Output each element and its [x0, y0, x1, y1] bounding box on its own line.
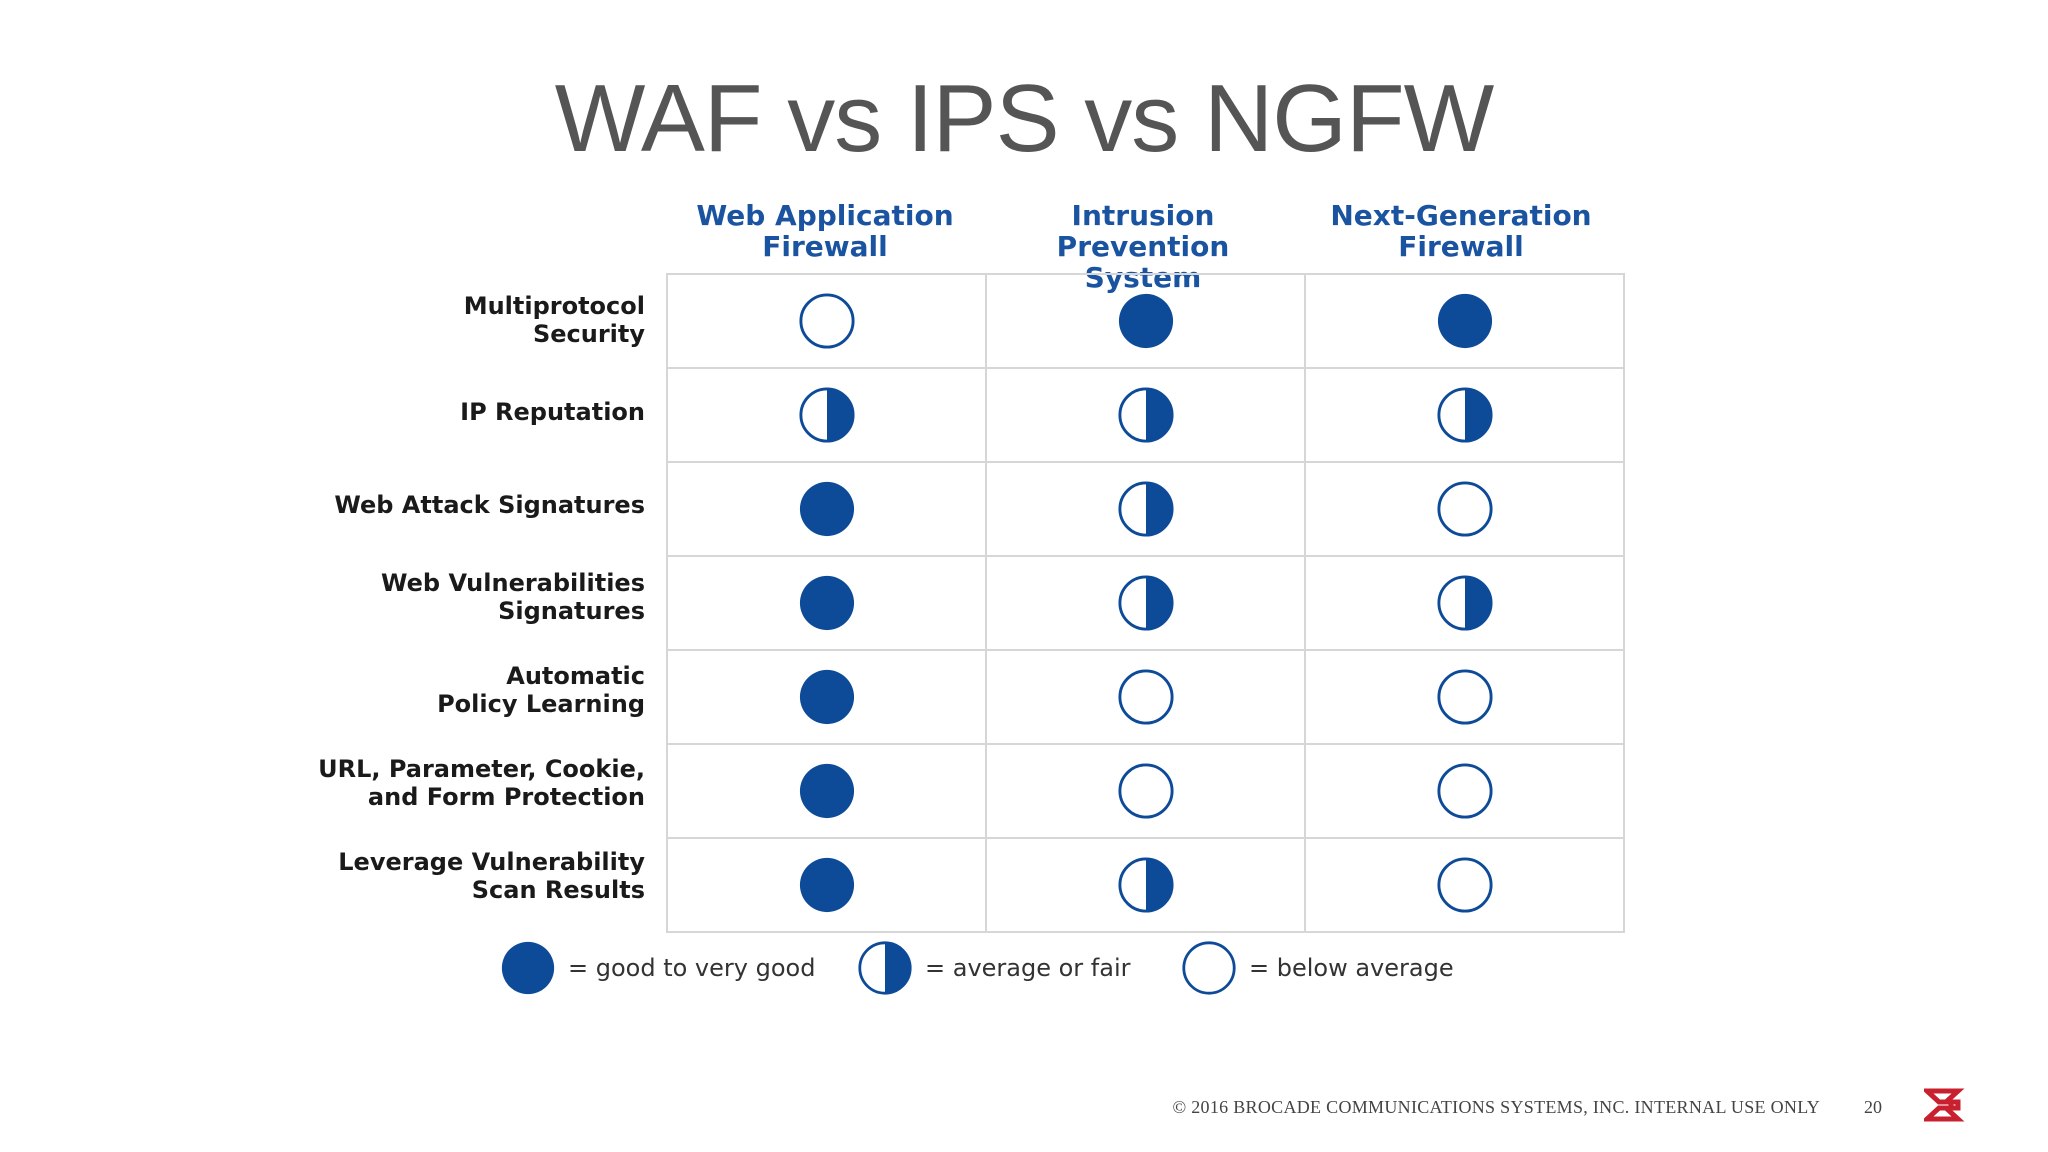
legend-text: = good to very good: [568, 954, 816, 982]
rating-cell: [1304, 367, 1625, 463]
brocade-logo-icon: [1924, 1088, 1965, 1122]
legend-empty-circle-icon: [1181, 940, 1237, 996]
column-header-line: Intrusion Prevention: [1056, 199, 1230, 263]
slide-title: WAF vs IPS vs NGFW: [554, 65, 1494, 172]
rating-cell: [666, 555, 987, 651]
rating-cell: [1304, 461, 1625, 557]
legend-text: = average or fair: [925, 954, 1131, 982]
rating-cell: [666, 273, 987, 369]
grid-row: [666, 273, 1625, 369]
legend-text: = below average: [1249, 954, 1454, 982]
rating-cell: [985, 273, 1306, 369]
row-label-line: Leverage Vulnerability: [338, 848, 645, 876]
legend-item-average: = average or fair: [857, 940, 1131, 996]
rating-icon: [1117, 480, 1175, 538]
row-label-automatic-policy-learning: Automatic Policy Learning: [245, 662, 645, 718]
rating-icon: [1436, 292, 1494, 350]
rating-icon: [1117, 668, 1175, 726]
legend-item-good: = good to very good: [500, 940, 815, 996]
grid-row: [666, 743, 1625, 839]
rating-icon: [1436, 480, 1494, 538]
rating-cell: [985, 555, 1306, 651]
column-header-ngfw: Next-Generation Firewall: [1302, 200, 1620, 262]
row-label-multiprotocol-security: Multiprotocol Security: [245, 292, 645, 348]
rating-cell: [1304, 649, 1625, 745]
rating-cell: [1304, 273, 1625, 369]
page-number: 20: [1864, 1097, 1882, 1117]
footer-copyright: © 2016 BROCADE COMMUNICATIONS SYSTEMS, I…: [1172, 1097, 1820, 1117]
grid-row: [666, 367, 1625, 463]
row-label-line: Automatic: [506, 662, 645, 690]
rating-cell: [985, 743, 1306, 839]
row-label-line: and Form Protection: [367, 783, 645, 811]
column-header-line: Firewall: [762, 230, 888, 263]
rating-icon: [1436, 668, 1494, 726]
rating-icon: [1117, 762, 1175, 820]
grid-row: [666, 461, 1625, 557]
row-label-line: Signatures: [498, 597, 645, 625]
rating-cell: [666, 743, 987, 839]
row-label-url-parameter-cookie-form-protection: URL, Parameter, Cookie, and Form Protect…: [245, 755, 645, 811]
rating-icon: [1436, 762, 1494, 820]
comparison-grid: [666, 273, 1625, 933]
row-label-line: Web Vulnerabilities: [381, 569, 645, 597]
row-label-line: Multiprotocol: [463, 292, 645, 320]
row-label-line: Security: [532, 320, 645, 348]
row-label-line: IP Reputation: [460, 398, 645, 426]
grid-row: [666, 837, 1625, 933]
rating-icon: [798, 574, 856, 632]
rating-cell: [1304, 743, 1625, 839]
rating-icon: [798, 762, 856, 820]
rating-cell: [666, 649, 987, 745]
row-label-line: Policy Learning: [437, 690, 645, 718]
rating-icon: [1436, 856, 1494, 914]
rating-icon: [798, 386, 856, 444]
column-header-line: Next-Generation: [1330, 199, 1592, 232]
grid-row: [666, 555, 1625, 651]
rating-icon: [1117, 386, 1175, 444]
row-label-ip-reputation: IP Reputation: [245, 398, 645, 426]
row-label-web-vulnerabilities-signatures: Web Vulnerabilities Signatures: [245, 569, 645, 625]
rating-cell: [666, 837, 987, 933]
rating-icon: [1117, 292, 1175, 350]
rating-icon: [798, 856, 856, 914]
legend-full-circle-icon: [500, 940, 556, 996]
row-label-leverage-vulnerability-scan-results: Leverage Vulnerability Scan Results: [245, 848, 645, 904]
rating-cell: [985, 837, 1306, 933]
rating-cell: [1304, 837, 1625, 933]
rating-icon: [1117, 856, 1175, 914]
rating-cell: [666, 367, 987, 463]
column-header-line: Web Application: [696, 199, 954, 232]
rating-cell: [985, 461, 1306, 557]
rating-icon: [1436, 386, 1494, 444]
row-label-line: URL, Parameter, Cookie,: [318, 755, 645, 783]
rating-cell: [666, 461, 987, 557]
rating-cell: [1304, 555, 1625, 651]
rating-icon: [798, 668, 856, 726]
row-label-web-attack-signatures: Web Attack Signatures: [245, 491, 645, 519]
rating-icon: [798, 292, 856, 350]
rating-cell: [985, 367, 1306, 463]
column-header-waf: Web Application Firewall: [666, 200, 984, 262]
column-header-line: Firewall: [1398, 230, 1524, 263]
row-label-line: Scan Results: [471, 876, 645, 904]
grid-row: [666, 649, 1625, 745]
rating-icon: [798, 480, 856, 538]
rating-icon: [1436, 574, 1494, 632]
row-label-line: Web Attack Signatures: [334, 491, 645, 519]
rating-cell: [985, 649, 1306, 745]
legend-item-below-average: = below average: [1181, 940, 1454, 996]
rating-icon: [1117, 574, 1175, 632]
legend: = good to very good = average or fair = …: [500, 940, 1500, 1000]
legend-half-circle-icon: [857, 940, 913, 996]
